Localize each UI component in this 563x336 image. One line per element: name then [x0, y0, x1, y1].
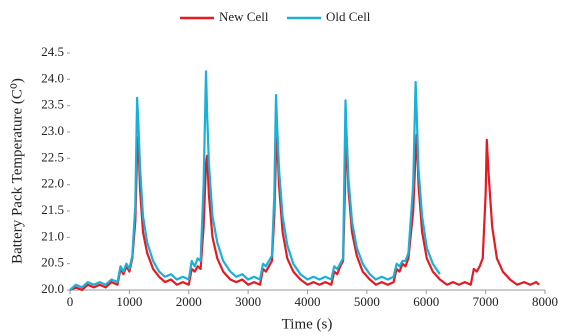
x-tick-label: 7000 — [473, 294, 499, 309]
y-tick-label: 24.0 — [41, 70, 64, 85]
x-tick-label: 1000 — [116, 294, 142, 309]
series-line — [69, 133, 540, 292]
y-tick-label: 21.0 — [41, 228, 64, 243]
y-tick-label: 22.5 — [41, 149, 64, 164]
legend-label: New Cell — [219, 9, 269, 24]
x-tick-label: 5000 — [354, 294, 380, 309]
y-tick-label: 20.5 — [41, 255, 64, 270]
y-tick-label: 23.0 — [41, 123, 64, 138]
x-tick-label: 3000 — [235, 294, 261, 309]
x-tick-label: 0 — [67, 294, 74, 309]
x-tick-label: 6000 — [413, 294, 439, 309]
y-tick-label: 20.0 — [41, 281, 64, 296]
y-tick-label: 21.5 — [41, 202, 64, 217]
y-tick-label: 22.0 — [41, 176, 64, 191]
legend-label: Old Cell — [326, 9, 371, 24]
y-axis-label: Battery Pack Temperature (C⁰) — [9, 78, 25, 264]
series-line — [69, 70, 441, 291]
y-tick-label: 24.5 — [41, 44, 64, 59]
x-tick-label: 4000 — [295, 294, 321, 309]
x-tick-label: 8000 — [532, 294, 558, 309]
x-tick-label: 2000 — [176, 294, 202, 309]
y-tick-label: 23.5 — [41, 97, 64, 112]
x-axis-label: Time (s) — [282, 316, 333, 332]
